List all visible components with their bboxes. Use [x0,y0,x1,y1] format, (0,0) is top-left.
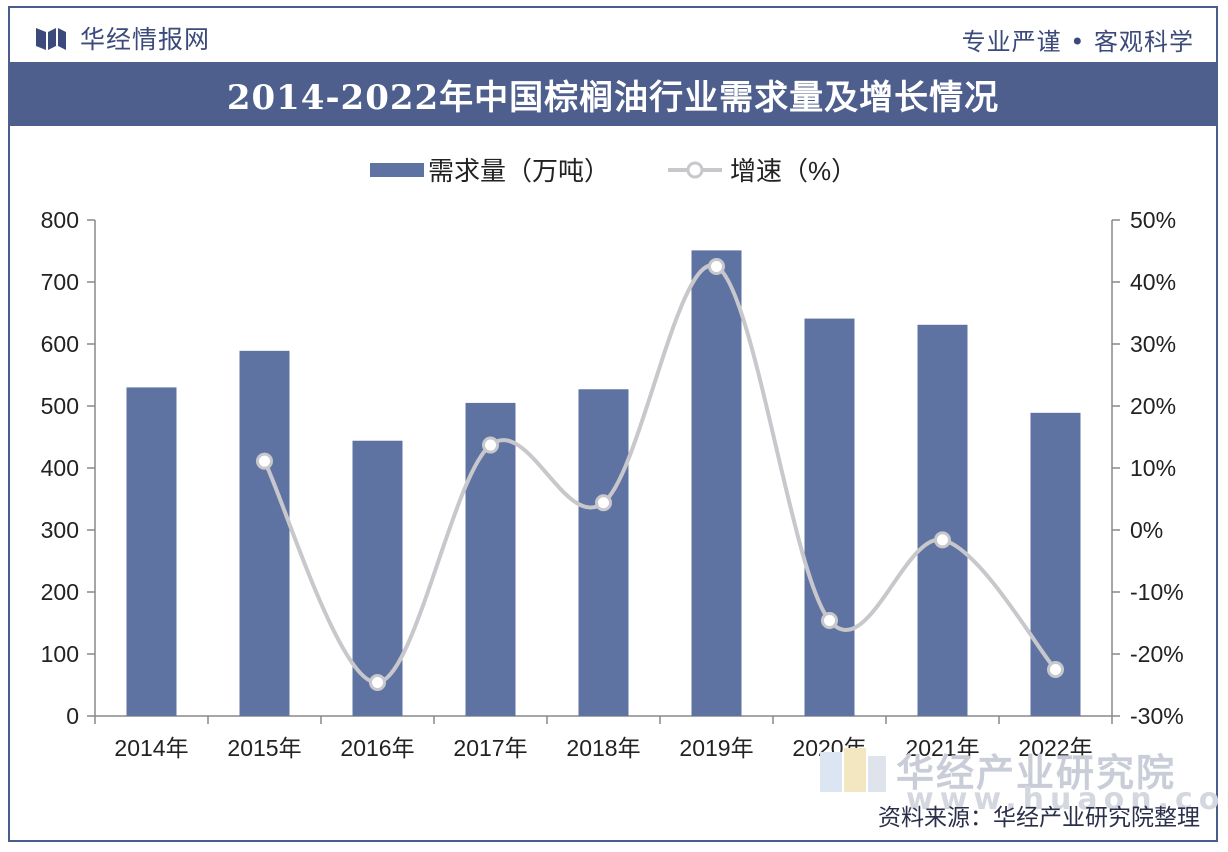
growth-point [482,436,499,454]
growth-point [369,674,386,692]
bar [126,387,177,716]
x-tick-label: 2022年 [1018,735,1092,761]
y-left-tick-label: 0 [66,703,79,729]
x-tick-label: 2021年 [905,735,979,761]
watermark-url: www.huaon.com [906,782,1228,817]
legend-line-marker [686,161,704,179]
growth-point [256,452,273,470]
y-right-tick-label: 30% [1130,331,1176,357]
y-right-tick-label: 10% [1130,455,1176,481]
brand: 华经情报网 [34,20,210,56]
bar [578,389,629,716]
growth-line [262,263,1058,685]
y-right-tick-label: -10% [1130,579,1184,605]
bar [804,318,855,716]
brand-name: 华经情报网 [80,25,211,54]
title-bar: 2014-2022年中国棕榈油行业需求量及增长情况 [8,62,1218,126]
y-left-tick-label: 300 [41,517,79,543]
y-right-tick-label: 40% [1130,269,1176,295]
legend-line-label: 增速（%） [730,156,857,186]
growth-point [595,494,612,512]
x-tick-label: 2017年 [453,735,527,761]
y-left-tick-label: 400 [41,455,79,481]
brand-logo-icon [36,28,66,50]
y-right-tick-label: 0% [1130,517,1163,543]
header-bar: 华经情报网 专业严谨 • 客观科学 [8,8,1218,62]
source-note: 资料来源：华经产业研究院整理 [878,805,1200,831]
slogan: 专业严谨 • 客观科学 [961,28,1194,56]
watermark-logo-icon [820,747,886,792]
watermark-text: 华经产业研究院 [896,751,1177,795]
growth-point [708,258,725,275]
x-tick-label: 2015年 [227,735,301,761]
x-tick-label: 2016年 [340,735,414,761]
x-tick-label: 2019年 [679,735,753,761]
bar [917,324,968,716]
y-right-tick-label: -30% [1130,703,1184,729]
x-tick-label: 2014年 [114,735,188,761]
bar [691,250,742,716]
legend-bar-label: 需求量（万吨） [428,156,610,186]
bar [239,350,290,716]
bar [465,402,516,716]
y-left-tick-label: 100 [41,641,79,667]
chart-title: 2014-2022年中国棕榈油行业需求量及增长情况 [226,77,1000,118]
growth-point [1047,661,1064,678]
growth-point [821,612,838,630]
y-right-tick-label: 20% [1130,393,1176,419]
watermark: 华经产业研究院 [820,742,1176,797]
y-right-tick-label: -20% [1130,641,1184,667]
y-left-tick-label: 600 [41,331,79,357]
y-left-tick-label: 500 [41,393,79,419]
y-left-tick-label: 200 [41,579,79,605]
x-tick-label: 2018年 [566,735,640,761]
y-right-tick-label: 50% [1130,207,1176,233]
y-left-tick-label: 800 [41,207,79,233]
y-left-tick-label: 700 [41,269,79,295]
growth-point [934,531,951,549]
legend-bar-swatch [370,163,424,177]
